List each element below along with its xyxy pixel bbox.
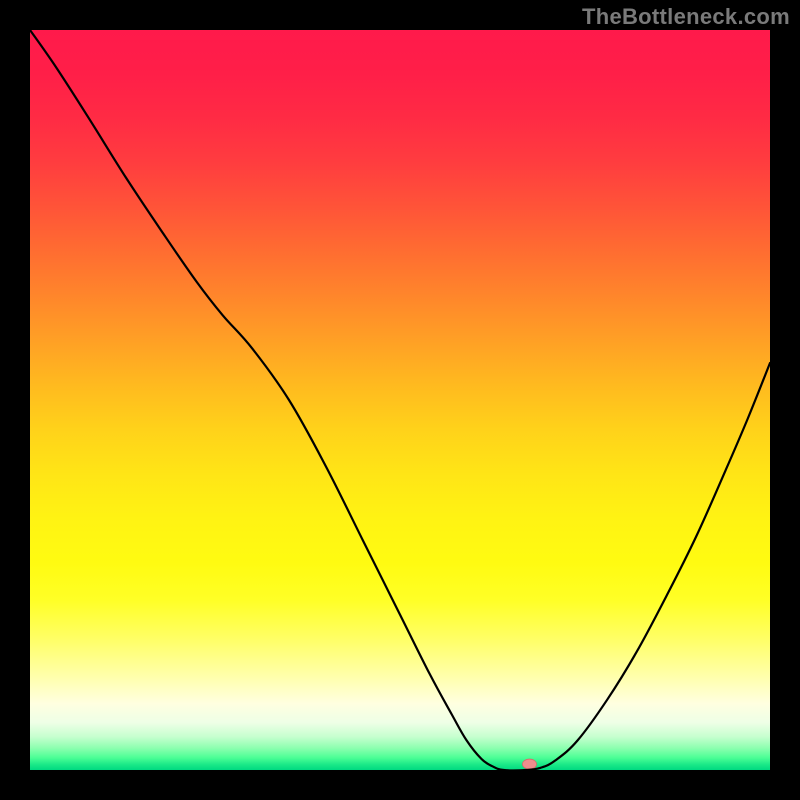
watermark-text: TheBottleneck.com	[582, 4, 790, 30]
bottleneck-chart	[0, 0, 800, 800]
optimal-point-marker	[523, 759, 537, 769]
gradient-plot-area	[30, 30, 770, 770]
